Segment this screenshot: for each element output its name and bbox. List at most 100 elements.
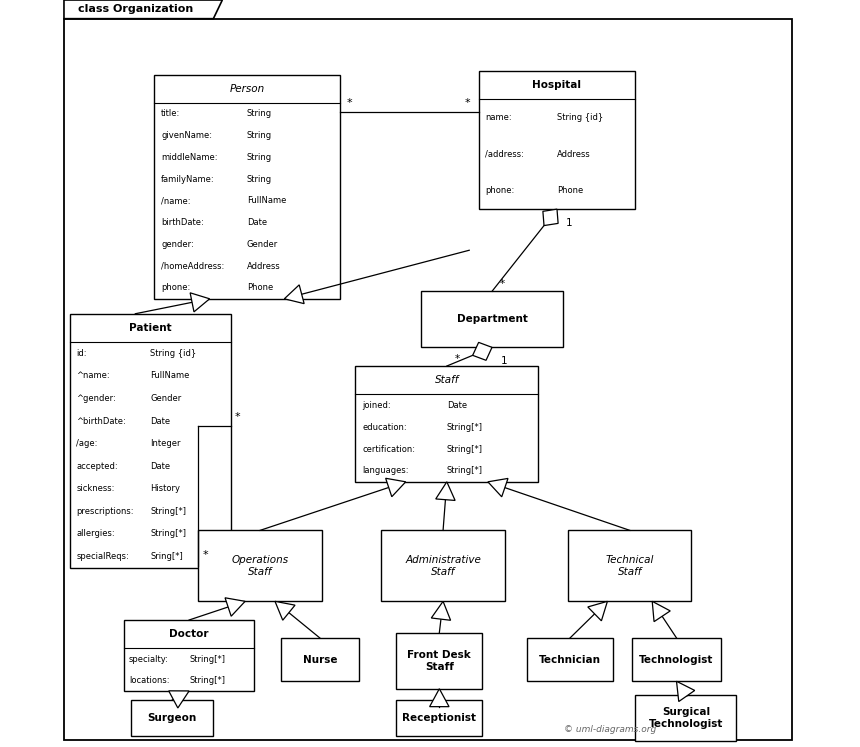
Text: String[*]: String[*] — [447, 466, 482, 475]
Text: allergies:: allergies: — [77, 530, 115, 539]
Text: middleName:: middleName: — [161, 153, 218, 162]
Text: phone:: phone: — [485, 186, 514, 196]
Polygon shape — [652, 601, 670, 622]
Text: Department: Department — [457, 314, 527, 324]
Text: Technologist: Technologist — [639, 654, 714, 665]
Polygon shape — [430, 689, 449, 707]
Polygon shape — [588, 601, 607, 621]
Text: Technical
Staff: Technical Staff — [605, 555, 654, 577]
Text: /address:: /address: — [485, 149, 524, 159]
Text: Address: Address — [247, 261, 280, 270]
Text: givenName:: givenName: — [161, 131, 212, 140]
Text: ^name:: ^name: — [77, 371, 110, 380]
Text: Gender: Gender — [150, 394, 181, 403]
Text: Person: Person — [230, 84, 265, 94]
Text: String: String — [247, 153, 272, 162]
Text: title:: title: — [161, 110, 181, 119]
Text: birthDate:: birthDate: — [161, 218, 204, 227]
Text: Administrative
Staff: Administrative Staff — [405, 555, 481, 577]
Text: *: * — [500, 279, 505, 289]
Text: Surgical
Technologist: Surgical Technologist — [648, 707, 723, 728]
Text: Date: Date — [150, 462, 170, 471]
Text: Surgeon: Surgeon — [148, 713, 197, 723]
Text: String[*]: String[*] — [189, 676, 225, 685]
Text: languages:: languages: — [363, 466, 409, 475]
Text: familyName:: familyName: — [161, 175, 215, 184]
Text: Staff: Staff — [434, 375, 459, 385]
Text: FullName: FullName — [247, 196, 286, 205]
Text: prescriptions:: prescriptions: — [77, 506, 134, 516]
Bar — [124, 620, 255, 691]
Bar — [132, 700, 213, 736]
Text: Phone: Phone — [247, 283, 273, 292]
Polygon shape — [488, 478, 508, 497]
Text: 1: 1 — [566, 217, 573, 228]
Polygon shape — [275, 601, 295, 620]
Bar — [355, 366, 538, 482]
Bar — [280, 638, 359, 681]
Text: ^birthDate:: ^birthDate: — [77, 417, 126, 426]
Text: /age:: /age: — [77, 439, 98, 448]
Text: Date: Date — [447, 401, 467, 410]
Text: ^gender:: ^gender: — [77, 394, 116, 403]
Text: Sring[*]: Sring[*] — [150, 552, 183, 561]
Polygon shape — [432, 601, 451, 620]
Text: String[*]: String[*] — [150, 506, 187, 516]
Text: String {id}: String {id} — [557, 113, 603, 123]
Text: Nurse: Nurse — [303, 654, 337, 665]
Polygon shape — [225, 598, 245, 616]
Text: String[*]: String[*] — [447, 444, 482, 453]
Text: phone:: phone: — [161, 283, 190, 292]
Text: gender:: gender: — [161, 240, 194, 249]
Bar — [154, 75, 341, 299]
Text: Phone: Phone — [557, 186, 583, 196]
Bar — [199, 530, 322, 601]
Text: joined:: joined: — [363, 401, 391, 410]
Text: © uml-diagrams.org: © uml-diagrams.org — [564, 725, 657, 734]
Text: *: * — [465, 98, 470, 108]
Polygon shape — [190, 293, 210, 311]
Text: FullName: FullName — [150, 371, 189, 380]
Polygon shape — [543, 209, 558, 226]
Polygon shape — [677, 681, 695, 701]
Text: String: String — [247, 110, 272, 119]
Polygon shape — [64, 0, 223, 19]
Text: *: * — [202, 551, 208, 560]
Text: Technician: Technician — [539, 654, 601, 665]
Text: String: String — [247, 131, 272, 140]
Text: Patient: Patient — [129, 323, 171, 333]
Text: Gender: Gender — [247, 240, 279, 249]
Text: String[*]: String[*] — [150, 530, 187, 539]
Text: Hospital: Hospital — [532, 80, 581, 90]
Text: Integer: Integer — [150, 439, 181, 448]
Text: String {id}: String {id} — [150, 349, 196, 358]
Polygon shape — [385, 478, 406, 497]
Bar — [632, 638, 722, 681]
Text: String[*]: String[*] — [189, 654, 225, 663]
Bar — [478, 71, 636, 209]
Polygon shape — [285, 285, 304, 303]
Text: *: * — [454, 353, 459, 364]
Text: certification:: certification: — [363, 444, 415, 453]
Text: accepted:: accepted: — [77, 462, 118, 471]
Text: id:: id: — [77, 349, 87, 358]
Text: specialReqs:: specialReqs: — [77, 552, 129, 561]
Bar — [527, 638, 613, 681]
Bar — [70, 314, 230, 568]
Bar — [396, 700, 482, 736]
Text: 1: 1 — [501, 356, 507, 366]
Text: String[*]: String[*] — [447, 423, 482, 432]
Text: education:: education: — [363, 423, 408, 432]
Bar — [568, 530, 691, 601]
Bar — [421, 291, 563, 347]
Polygon shape — [436, 482, 455, 500]
Polygon shape — [473, 342, 492, 360]
Text: /homeAddress:: /homeAddress: — [161, 261, 224, 270]
Polygon shape — [169, 691, 189, 708]
Text: locations:: locations: — [129, 676, 169, 685]
Text: Doctor: Doctor — [169, 629, 209, 639]
Text: /name:: /name: — [161, 196, 191, 205]
Text: History: History — [150, 484, 181, 493]
Text: Address: Address — [557, 149, 591, 159]
Text: *: * — [347, 98, 352, 108]
